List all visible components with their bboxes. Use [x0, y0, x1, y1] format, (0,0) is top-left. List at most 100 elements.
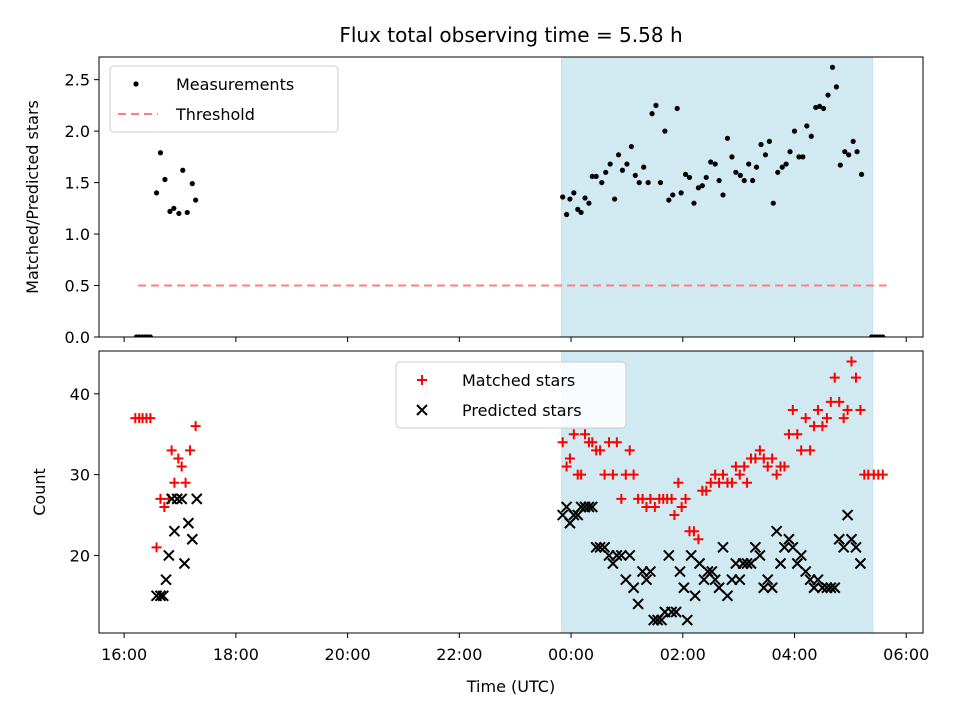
- data-point: [657, 179, 664, 186]
- matched-marker: [173, 453, 184, 464]
- data-point: [678, 190, 684, 196]
- predicted-marker: [709, 573, 721, 586]
- data-point: [599, 179, 605, 186]
- predicted-marker: [157, 590, 169, 602]
- matched-marker: [666, 493, 677, 504]
- predicted-marker: [741, 557, 753, 570]
- matched-marker: [730, 461, 741, 472]
- predicted-marker: [808, 582, 820, 594]
- x-tick-label: 18:00: [213, 645, 259, 664]
- predicted-marker: [583, 501, 595, 513]
- predicted-marker: [678, 582, 690, 594]
- predicted-marker: [795, 549, 807, 562]
- data-point: [758, 141, 764, 148]
- matched-marker: [607, 469, 618, 480]
- data-point: [624, 161, 630, 167]
- predicted-marker: [770, 525, 783, 537]
- predicted-marker: [182, 517, 195, 529]
- x-tick-label: 06:00: [883, 645, 929, 664]
- data-point: [729, 154, 735, 160]
- data-point: [653, 102, 659, 108]
- data-point: [628, 143, 634, 150]
- data-point: [703, 174, 709, 181]
- data-point: [632, 172, 638, 178]
- matched-marker: [726, 477, 737, 488]
- predicted-marker: [168, 525, 181, 537]
- data-point: [612, 196, 618, 202]
- predicted-marker: [758, 582, 770, 594]
- predicted-marker: [749, 541, 762, 554]
- matched-marker: [842, 404, 853, 415]
- matched-marker: [877, 469, 888, 480]
- data-point: [825, 92, 831, 98]
- x-tick-label: 04:00: [771, 645, 817, 664]
- top-panel: 0.0 0.5 1.0 1.5 2.0 2.5 Matched/Predicted star…: [23, 56, 924, 347]
- data-point: [720, 192, 726, 198]
- y-tick-label: 0.5: [65, 277, 90, 296]
- y-tick-label: 1.0: [65, 225, 90, 244]
- data-point: [750, 177, 756, 184]
- data-point: [147, 334, 153, 337]
- matched-marker: [829, 372, 840, 383]
- data-point: [854, 149, 860, 155]
- data-point: [695, 185, 702, 191]
- matched-marker: [616, 493, 627, 504]
- predicted-marker: [734, 573, 746, 586]
- matched-marker: [185, 445, 196, 456]
- predicted-marker: [670, 606, 682, 618]
- data-point: [837, 162, 843, 168]
- data-point: [670, 192, 676, 198]
- data-point: [603, 169, 609, 175]
- data-point: [724, 135, 731, 141]
- predicted-marker: [186, 533, 199, 545]
- matched-marker: [645, 493, 656, 504]
- predicted-marker: [689, 590, 701, 602]
- observing-span: [561, 56, 874, 338]
- y-tick-label: 30: [70, 466, 90, 485]
- data-point: [783, 161, 789, 167]
- data-point: [766, 138, 772, 145]
- predicted-marker: [799, 565, 812, 578]
- matched-marker: [580, 429, 591, 440]
- x-tick-label: 02:00: [660, 645, 706, 664]
- predicted-marker: [171, 493, 183, 505]
- matched-marker: [676, 501, 687, 512]
- predicted-marker: [627, 582, 640, 594]
- y-tick-label: 2.5: [65, 71, 90, 90]
- matched-marker: [739, 461, 750, 472]
- data-point: [571, 190, 577, 196]
- data-point: [846, 152, 852, 158]
- matched-marker: [809, 421, 820, 432]
- data-point: [193, 197, 199, 203]
- data-point: [708, 159, 714, 165]
- data-point: [607, 161, 613, 167]
- matched-marker: [834, 396, 845, 407]
- data-point: [171, 205, 177, 211]
- predicted-marker: [191, 493, 203, 505]
- data-point: [791, 128, 798, 134]
- data-point: [762, 152, 769, 158]
- predicted-marker: [825, 582, 837, 594]
- matched-marker: [787, 404, 798, 415]
- predicted-marker: [717, 541, 729, 554]
- matched-marker: [673, 477, 684, 488]
- legend-marker: [416, 404, 428, 416]
- axes-frame: [98, 56, 924, 338]
- data-point: [162, 176, 168, 183]
- legend-box: [395, 361, 627, 429]
- predicted-marker: [774, 557, 787, 570]
- data-point: [770, 200, 776, 206]
- data-point: [666, 197, 672, 203]
- data-point: [176, 210, 182, 217]
- data-point: [619, 167, 626, 173]
- x-tick-label: 22:00: [436, 645, 482, 664]
- data-point: [833, 84, 840, 90]
- matched-marker: [599, 469, 610, 480]
- predicted-marker: [829, 582, 841, 594]
- matched-marker: [159, 501, 170, 512]
- predicted-marker: [598, 541, 611, 554]
- x-axis-label: Time (UTC): [466, 677, 555, 696]
- axes-frame: [98, 350, 924, 634]
- predicted-marker: [644, 565, 657, 578]
